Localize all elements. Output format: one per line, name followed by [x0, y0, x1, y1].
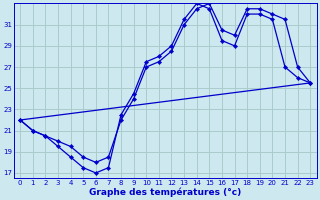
X-axis label: Graphe des températures (°c): Graphe des températures (°c) — [89, 187, 241, 197]
